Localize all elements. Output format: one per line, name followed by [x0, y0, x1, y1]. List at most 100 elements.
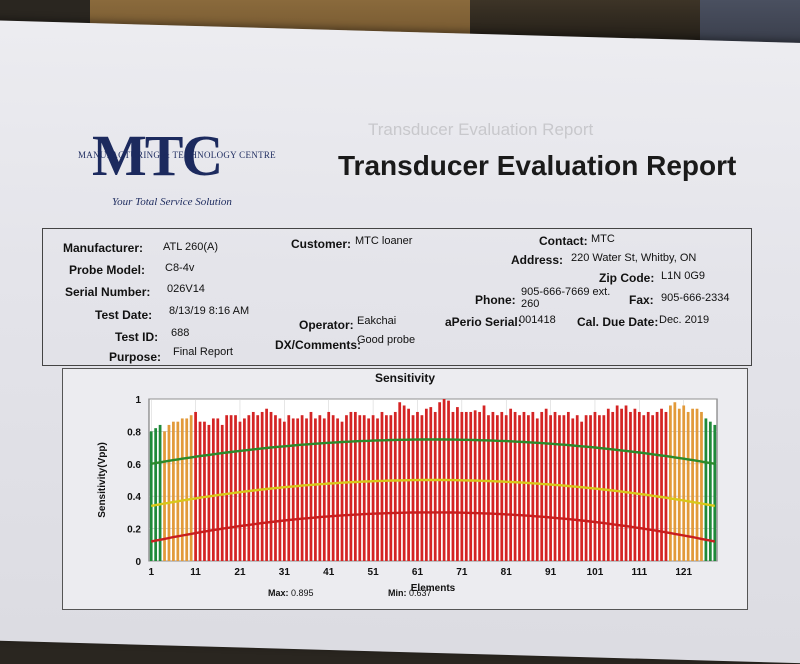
sensitivity-bar: [562, 415, 566, 561]
sensitivity-bar: [349, 411, 353, 561]
sensitivity-bar: [353, 411, 357, 561]
sensitivity-bar: [549, 415, 552, 561]
sensitivity-chart-frame: Sensitivity 0 0.2 0.4 0.6 0.8 1 1 11 21 31 41 51 61 7…: [62, 368, 748, 610]
chart-title: Sensitivity: [374, 371, 436, 385]
sensitivity-bar: [522, 411, 526, 561]
manufacturer-value: ATL 260(A): [163, 241, 219, 253]
sensitivity-bar: [695, 408, 699, 561]
purpose-value: Final Report: [173, 346, 233, 358]
sensitivity-bar: [646, 411, 650, 561]
cal-due-date-value: Dec. 2019: [659, 314, 710, 326]
sensitivity-bar: [456, 407, 459, 561]
sensitivity-bar: [158, 424, 162, 561]
sensitivity-bar: [460, 411, 464, 561]
sensitivity-bar: [260, 411, 264, 561]
sensitivity-bar: [527, 415, 530, 561]
sensitivity-bar: [149, 431, 153, 561]
y-tick-label: 0: [135, 557, 141, 568]
sensitivity-bar: [220, 424, 224, 561]
sensitivity-bar: [322, 418, 326, 561]
sensitivity-bar: [358, 415, 362, 561]
sensitivity-chart: 00.20.40.60.811 11 21 31 41 51 61 71 81 91 101 111 1…: [97, 395, 718, 594]
sensitivity-bar: [167, 424, 171, 561]
sensitivity-bar: [300, 415, 304, 561]
sensitivity-bar: [402, 405, 406, 561]
aperio-serial-value: 001418: [519, 314, 556, 326]
sensitivity-bar: [664, 411, 668, 561]
sensitivity-bar: [194, 411, 197, 561]
y-tick-label: 0.6: [127, 460, 141, 471]
sensitivity-bar: [185, 418, 189, 561]
logo-subtitle: Manufacturing & Technology Centre: [78, 150, 276, 160]
sensitivity-bar: [495, 415, 499, 561]
customer-value: MTC loaner: [355, 235, 413, 247]
sensitivity-bar: [243, 418, 246, 561]
sensitivity-bar: [509, 408, 513, 561]
sensitivity-bar: [278, 418, 282, 561]
sensitivity-bar: [345, 415, 348, 561]
sensitivity-bar: [624, 405, 628, 561]
yellow-reference-line: [150, 478, 716, 508]
y-tick-label: 0.2: [127, 525, 141, 536]
zip-code-label: Zip Code:: [599, 271, 655, 285]
x-tick-label: 11: [190, 567, 201, 578]
sensitivity-bar: [420, 415, 424, 561]
green-reference-line: [150, 438, 716, 465]
sensitivity-bar: [211, 418, 215, 561]
sensitivity-bar: [189, 415, 193, 561]
dx-comments-value: Good probe: [357, 334, 416, 346]
sensitivity-bar: [393, 411, 397, 561]
sensitivity-bar: [606, 408, 610, 561]
max-value: 0.895: [291, 588, 314, 598]
sensitivity-bar: [469, 411, 473, 561]
min-value: 0.637: [409, 588, 432, 598]
x-tick-label: 101: [587, 567, 604, 578]
sensitivity-bar: [535, 418, 539, 561]
sensitivity-bar: [269, 411, 273, 561]
sensitivity-bar: [708, 421, 712, 561]
sensitivity-bar: [314, 418, 317, 561]
serial-number-label: Serial Number:: [65, 285, 151, 299]
sensitivity-bar: [620, 408, 623, 561]
sensitivity-bar: [318, 415, 322, 561]
sensitivity-bar: [216, 418, 220, 561]
fax-value: 905-666-2334: [661, 292, 730, 304]
y-axis-label: Sensitivity(Vpp): [97, 442, 108, 518]
sensitivity-bar: [424, 408, 428, 561]
sensitivity-bar: [247, 415, 251, 561]
sensitivity-bar: [504, 415, 508, 561]
sensitivity-bar: [571, 418, 575, 561]
sensitivity-bar: [376, 418, 379, 561]
sensitivity-bar: [615, 405, 619, 561]
y-tick-label: 0.4: [127, 492, 141, 503]
sensitivity-bar: [500, 411, 504, 561]
sensitivity-bar: [518, 415, 521, 561]
sensitivity-bar: [473, 410, 477, 561]
sensitivity-bar: [229, 415, 233, 561]
min-label: Min:: [388, 588, 407, 598]
sensitivity-bar: [198, 421, 202, 561]
sensitivity-bar: [673, 402, 677, 561]
x-tick-label: 81: [501, 567, 513, 578]
sensitivity-bar: [691, 408, 694, 561]
x-tick-label: 71: [456, 567, 468, 578]
sensitivity-bar: [651, 415, 655, 561]
sensitivity-bar: [540, 411, 544, 561]
sensitivity-bar: [713, 424, 717, 561]
x-tick-label: 41: [323, 567, 335, 578]
probe-model-label: Probe Model:: [69, 263, 146, 277]
bleed-through-title: Transducer Evaluation Report: [368, 120, 594, 139]
sensitivity-bar: [700, 411, 703, 561]
sensitivity-bar: [478, 411, 481, 561]
sensitivity-bar: [553, 411, 557, 561]
red-reference-line: [150, 511, 716, 543]
manufacturer-label: Manufacturer:: [63, 241, 144, 255]
sensitivity-bar: [593, 411, 597, 561]
sensitivity-bar: [451, 411, 455, 561]
test-id-value: 688: [171, 327, 190, 339]
x-tick-label: 61: [412, 567, 424, 578]
x-tick-label: 1: [148, 567, 154, 578]
x-tick-label: 21: [234, 567, 246, 578]
sensitivity-bar: [287, 415, 291, 561]
sensitivity-bar: [225, 415, 229, 561]
